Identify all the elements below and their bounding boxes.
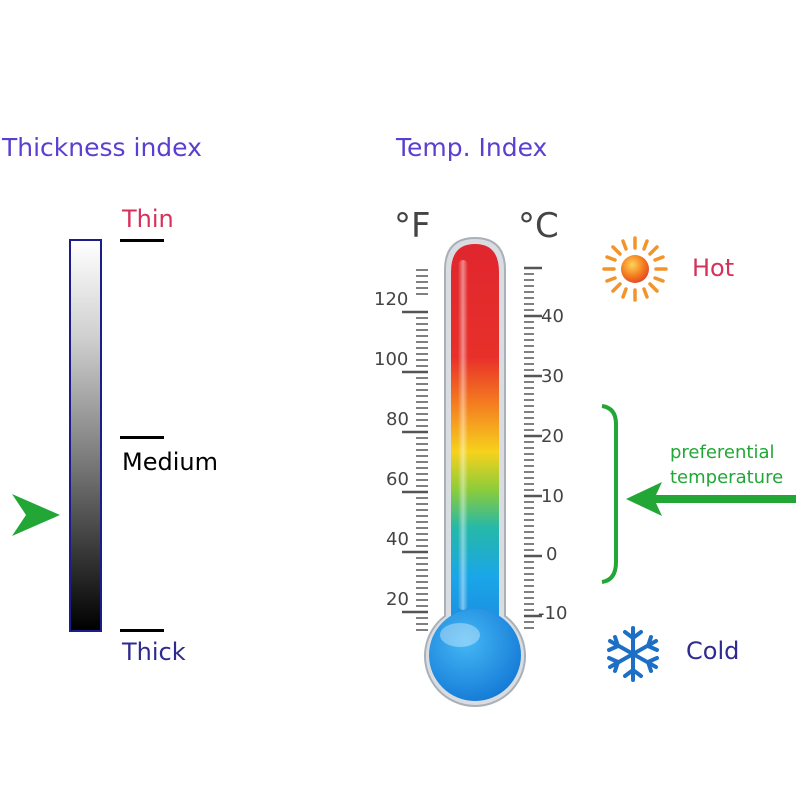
thickness-heading: Thickness index [2,133,202,162]
medium-label: Medium [122,448,218,476]
fahrenheit-label-20: 20 [386,589,409,610]
thick-tick [120,629,164,632]
preferential-bracket [601,404,618,584]
thickness-gradient-bar [69,239,102,632]
sun-icon [602,236,668,302]
celsius-label-0: 0 [546,544,558,565]
snowflake-icon [607,626,659,682]
celsius-label-40: 40 [541,306,564,327]
fahrenheit-label-60: 60 [386,469,409,490]
fahrenheit-label-120: 120 [374,289,409,310]
fahrenheit-unit: °F [394,206,431,246]
celsius-label-minus10: -10 [538,603,568,624]
celsius-label-20: 20 [541,426,564,447]
thermometer [424,236,526,707]
temp-heading: Temp. Index [396,133,548,162]
fahrenheit-label-80: 80 [386,409,409,430]
thin-tick [120,239,164,242]
celsius-label-30: 30 [541,366,564,387]
medium-tick [120,436,164,439]
fahrenheit-scale [402,269,428,631]
preferential-label-line2: temperature [670,467,784,488]
celsius-label-10: 10 [541,486,564,507]
celsius-unit: °C [518,206,559,246]
fahrenheit-label-100: 100 [374,349,409,370]
fahrenheit-label-40: 40 [386,529,409,550]
hot-label: Hot [692,254,735,282]
thin-label: Thin [122,205,174,233]
preferential-label-line1: preferential [670,442,775,463]
thick-label: Thick [122,638,186,666]
cold-label: Cold [686,637,740,665]
pointer-right-icon [12,494,60,536]
celsius-scale [524,266,542,629]
arrow-left-icon [626,482,796,516]
